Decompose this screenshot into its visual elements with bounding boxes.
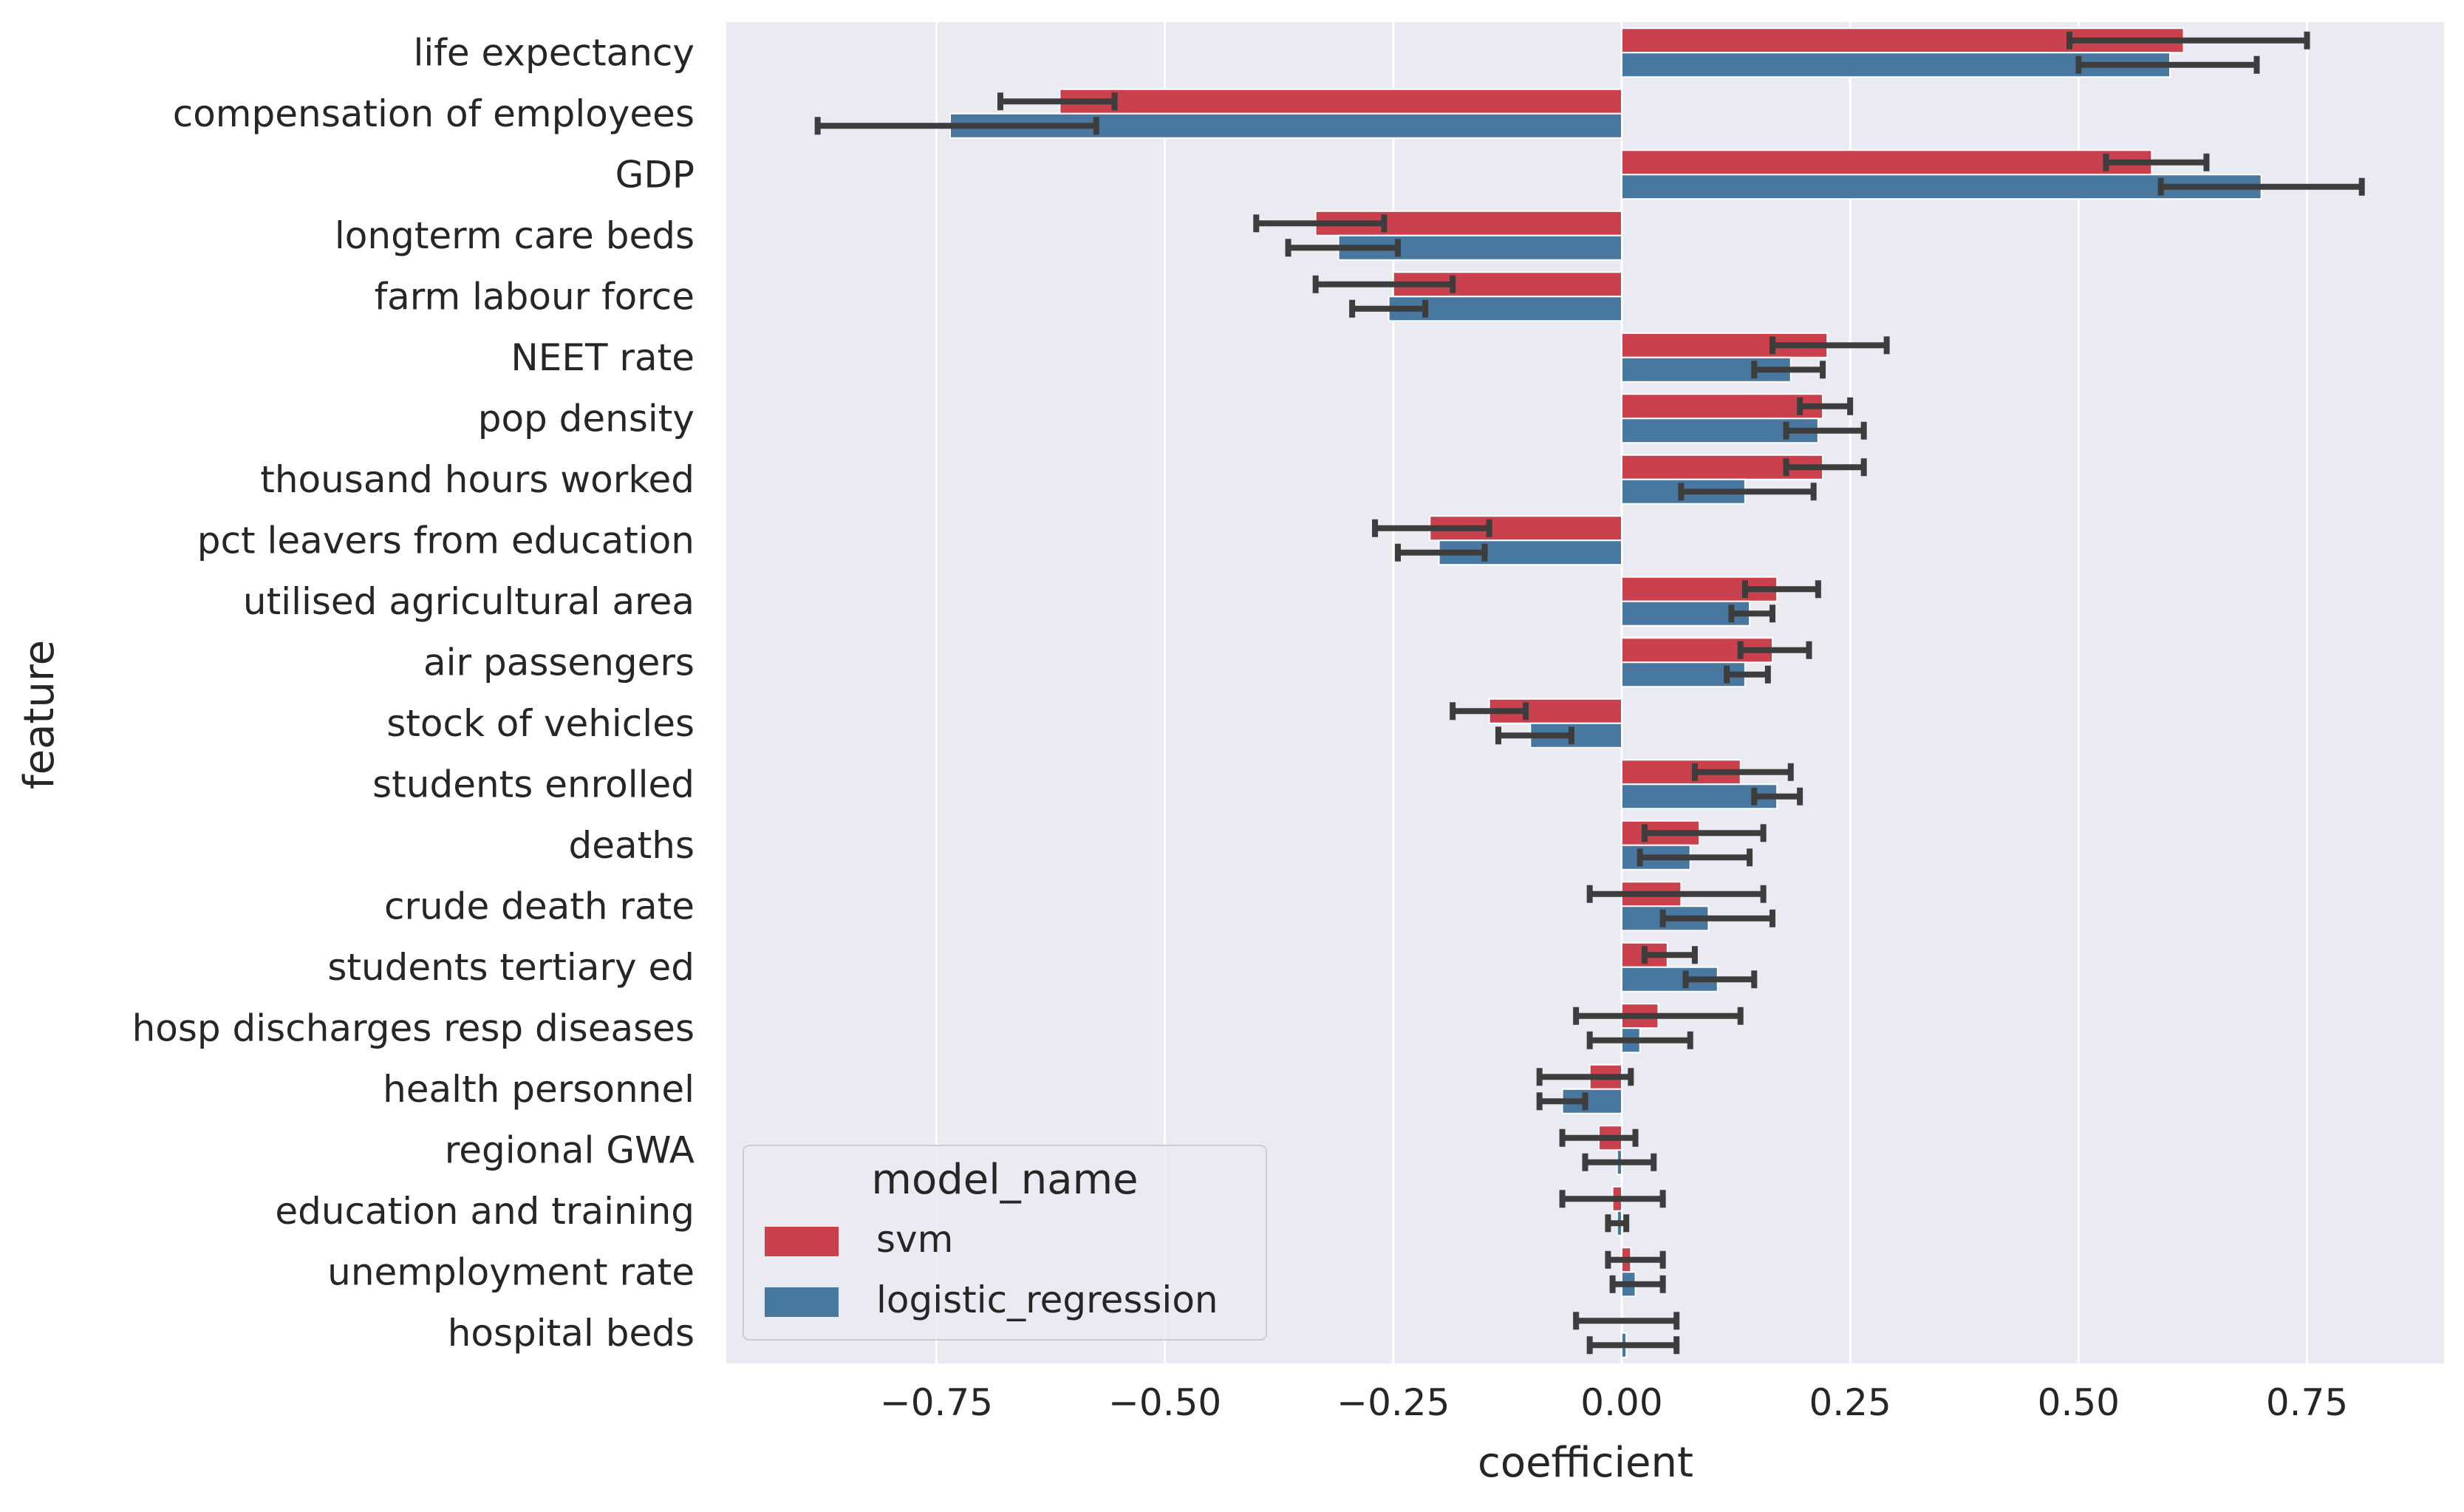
y-tick-label: pct leavers from education [197, 519, 695, 562]
bar-logistic_regression [1620, 174, 2262, 200]
x-tick-label: 0.50 [2038, 1381, 2120, 1424]
x-tick-label: 0.75 [2266, 1381, 2348, 1424]
legend-title: model_name [871, 1156, 1138, 1204]
y-tick-label: students enrolled [372, 763, 695, 806]
y-tick-label: deaths [569, 824, 695, 867]
y-tick-label: regional GWA [445, 1128, 695, 1171]
bar-logistic_regression [1438, 539, 1622, 566]
x-tick-label: 0.00 [1580, 1381, 1662, 1424]
x-tick-label: −0.50 [1108, 1381, 1221, 1424]
y-tick-label: students tertiary ed [327, 946, 695, 989]
y-tick-label: education and training [275, 1190, 695, 1233]
y-tick-label: utilised agricultural area [243, 580, 695, 623]
bar-svm [1620, 393, 1824, 420]
y-tick-label: air passengers [423, 641, 695, 684]
y-tick-label: longterm care beds [335, 214, 695, 257]
y-tick-label: life expectancy [413, 31, 695, 74]
y-tick-label: NEET rate [511, 336, 695, 379]
y-tick-label: crude death rate [384, 885, 695, 927]
y-tick-label: GDP [615, 153, 695, 196]
bar-svm [1620, 149, 2153, 176]
y-tick-label: compensation of employees [173, 92, 695, 135]
legend-label-logistic_regression: logistic_regression [876, 1278, 1218, 1321]
bar-svm [1059, 88, 1622, 115]
y-tick-label: unemployment rate [327, 1250, 695, 1293]
legend-swatch-logistic_regression [765, 1287, 839, 1317]
x-tick-label: −0.25 [1337, 1381, 1450, 1424]
legend-box [743, 1145, 1267, 1341]
legend-label-svm: svm [876, 1218, 953, 1261]
y-tick-label: pop density [478, 397, 695, 440]
y-tick-label: farm labour force [375, 275, 695, 318]
y-axis-label: feature [16, 640, 64, 789]
legend-swatch-svm [765, 1227, 839, 1256]
y-tick-label: health personnel [383, 1068, 695, 1111]
x-tick-label: 0.25 [1809, 1381, 1891, 1424]
x-axis-label: coefficient [1478, 1439, 1693, 1487]
x-tick-label: −0.75 [880, 1381, 993, 1424]
y-tick-label: stock of vehicles [386, 702, 695, 745]
y-tick-label: hosp discharges resp diseases [132, 1007, 695, 1049]
y-tick-label: thousand hours worked [260, 458, 695, 501]
plot-area: −0.75 −0.50 −0.25 0.00 0.25 0.50 0.75 life expe… [132, 22, 2444, 1424]
y-tick-label: hospital beds [448, 1312, 695, 1355]
